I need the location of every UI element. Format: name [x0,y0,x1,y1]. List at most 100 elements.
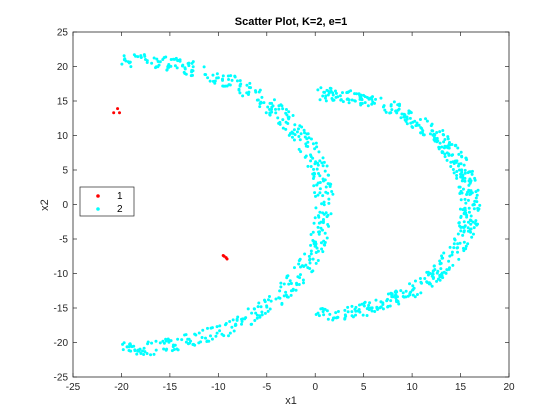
data-point-series-2 [278,289,281,292]
data-point-series-2 [467,171,470,174]
data-point-series-2 [440,254,443,257]
data-point-series-2 [155,349,158,352]
data-point-series-2 [371,309,374,312]
data-point-series-2 [241,94,244,97]
data-point-series-2 [277,296,280,299]
data-point-series-2 [183,72,186,75]
data-point-series-2 [319,86,322,89]
data-point-series-2 [460,151,463,154]
data-point-series-2 [351,99,354,102]
data-point-series-2 [313,147,316,150]
data-point-series-2 [290,289,293,292]
data-point-series-2 [472,233,475,236]
data-point-series-2 [314,195,317,198]
data-point-series-2 [316,247,319,250]
data-point-series-2 [461,208,464,211]
data-point-series-2 [193,344,196,347]
data-point-series-2 [304,136,307,139]
data-point-series-2 [430,124,433,127]
data-point-series-2 [326,237,329,240]
data-point-series-2 [315,313,318,316]
data-point-series-2 [319,98,322,101]
x-axis-label: x1 [285,395,297,407]
data-point-series-2 [394,110,397,113]
data-point-series-2 [321,194,324,197]
data-point-series-2 [299,265,302,268]
data-point-series-2 [281,107,284,110]
data-point-series-2 [240,318,243,321]
data-point-series-2 [285,108,288,111]
data-point-series-2 [270,300,273,303]
data-point-series-2 [398,104,401,107]
data-point-series-2 [456,251,459,254]
data-point-series-2 [120,63,123,66]
x-tick-label: -25 [66,382,81,393]
data-point-series-2 [435,131,438,134]
data-point-series-2 [446,146,449,149]
data-point-series-2 [187,62,190,65]
data-point-series-2 [165,340,168,343]
data-point-series-2 [174,64,177,67]
data-point-series-2 [450,143,453,146]
data-point-series-2 [132,345,135,348]
data-point-series-1 [112,111,115,114]
data-point-series-2 [348,101,351,104]
data-point-series-2 [209,334,212,337]
data-point-series-2 [385,111,388,114]
data-point-series-2 [350,305,353,308]
data-point-series-2 [314,206,317,209]
data-point-series-2 [461,179,464,182]
data-point-series-2 [153,353,156,356]
data-point-series-2 [310,138,313,141]
data-point-series-2 [238,91,241,94]
y-tick-label: 25 [57,28,69,39]
data-point-series-2 [404,115,407,118]
data-point-series-2 [153,57,156,60]
x-tick-label: 0 [312,382,318,393]
data-point-series-2 [197,341,200,344]
data-point-series-2 [270,111,273,114]
data-point-series-2 [424,117,427,120]
y-tick-label: 10 [57,131,69,142]
data-point-series-2 [461,174,464,177]
data-point-series-2 [319,187,322,190]
data-point-series-2 [211,74,214,77]
data-point-series-2 [420,282,423,285]
data-point-series-2 [313,175,316,178]
data-point-series-2 [317,226,320,229]
data-point-series-2 [250,323,253,326]
legend-label-series-2: 2 [117,204,123,215]
data-point-series-2 [233,329,236,332]
data-point-series-2 [322,221,325,224]
data-point-series-2 [229,332,232,335]
data-point-series-2 [327,174,330,177]
data-point-series-2 [358,92,361,95]
data-point-series-2 [257,301,260,304]
data-point-series-2 [403,296,406,299]
data-point-series-2 [390,103,393,106]
data-point-series-2 [326,223,329,226]
data-point-series-2 [438,130,441,133]
data-point-series-2 [476,194,479,197]
data-point-series-2 [310,252,313,255]
data-point-series-2 [395,299,398,302]
data-point-series-2 [334,89,337,92]
data-point-series-2 [322,180,325,183]
data-point-series-2 [411,126,414,129]
data-point-series-2 [463,164,466,167]
data-point-series-2 [431,129,434,132]
data-point-series-2 [128,61,131,64]
data-point-series-2 [347,310,350,313]
data-point-series-2 [216,72,219,75]
data-point-series-2 [358,311,361,314]
data-point-series-2 [221,85,224,88]
data-point-series-2 [445,268,448,271]
data-point-series-2 [228,320,231,323]
data-point-series-2 [305,154,308,157]
data-point-series-2 [469,193,472,196]
data-point-series-2 [216,332,219,335]
data-point-series-2 [269,102,272,105]
data-point-series-2 [471,173,474,176]
data-point-series-2 [464,169,467,172]
data-point-series-2 [315,242,318,245]
